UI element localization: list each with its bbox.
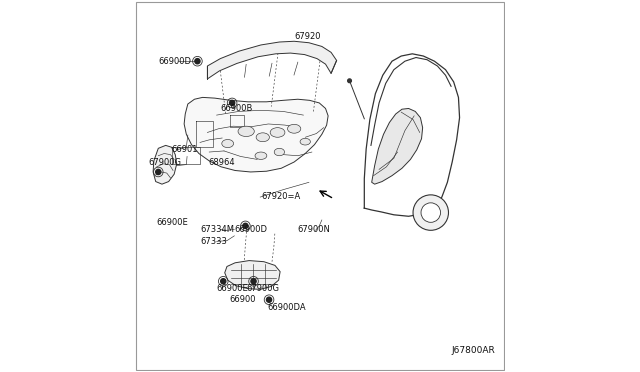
Circle shape <box>413 195 449 230</box>
Ellipse shape <box>300 138 310 145</box>
Polygon shape <box>372 109 422 184</box>
Ellipse shape <box>256 133 269 142</box>
Text: 67334M: 67334M <box>200 225 234 234</box>
Circle shape <box>230 100 235 106</box>
Ellipse shape <box>255 152 267 160</box>
Polygon shape <box>184 97 328 172</box>
Circle shape <box>266 297 271 302</box>
Text: 66900E: 66900E <box>216 284 248 293</box>
Ellipse shape <box>287 124 301 133</box>
Polygon shape <box>225 260 280 289</box>
Text: 67900G: 67900G <box>148 157 181 167</box>
Ellipse shape <box>274 148 285 156</box>
Circle shape <box>156 169 161 174</box>
Text: 67920=A: 67920=A <box>261 192 300 201</box>
Circle shape <box>243 223 248 228</box>
Text: J67800AR: J67800AR <box>452 346 495 355</box>
Ellipse shape <box>238 126 254 137</box>
Text: 66901: 66901 <box>172 145 198 154</box>
Circle shape <box>348 79 351 83</box>
Ellipse shape <box>222 140 234 148</box>
Text: 66900D: 66900D <box>158 57 191 66</box>
Circle shape <box>195 59 200 64</box>
Text: 66900D: 66900D <box>234 225 268 234</box>
Text: 66900DA: 66900DA <box>268 303 306 312</box>
Ellipse shape <box>270 128 285 137</box>
Text: 66900B: 66900B <box>220 104 253 113</box>
Circle shape <box>221 279 226 284</box>
Text: 67900G: 67900G <box>246 284 279 293</box>
Circle shape <box>421 203 440 222</box>
Text: 67920: 67920 <box>294 32 321 41</box>
Text: 66900: 66900 <box>230 295 256 304</box>
Text: 68964: 68964 <box>209 157 235 167</box>
Text: 67333: 67333 <box>200 237 227 246</box>
Polygon shape <box>153 145 177 184</box>
Circle shape <box>251 279 256 284</box>
Polygon shape <box>207 41 337 79</box>
Text: 66900E: 66900E <box>157 218 189 227</box>
Text: 67900N: 67900N <box>298 225 331 234</box>
